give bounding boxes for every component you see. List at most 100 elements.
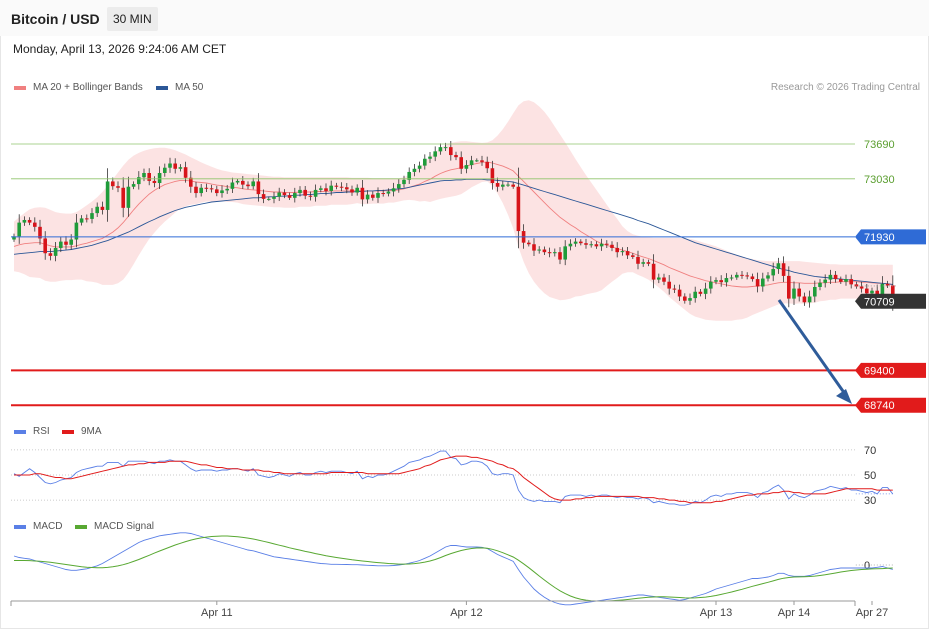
x-axis-label: Apr 11: [201, 607, 233, 619]
candle-body: [568, 243, 573, 247]
candle-body: [797, 288, 801, 297]
candle-body: [729, 277, 734, 279]
candle-body: [823, 279, 827, 283]
candle-body: [298, 189, 302, 194]
candle-body: [761, 278, 765, 287]
candle-body: [573, 241, 578, 244]
candle-body: [605, 243, 609, 245]
legend-macd-swatch: [14, 525, 26, 529]
candle-body: [417, 165, 422, 169]
candle-body: [506, 184, 510, 186]
candle-body: [495, 183, 500, 187]
candle-body: [329, 185, 333, 191]
x-axis-label: Apr 12: [450, 607, 482, 619]
candle-body: [724, 278, 729, 283]
candle-body: [142, 173, 146, 178]
candle-body: [220, 190, 224, 194]
candle-body: [563, 246, 567, 260]
candle-body: [402, 179, 406, 185]
candle-body: [319, 188, 323, 190]
candle-body: [662, 277, 666, 282]
candle-body: [199, 187, 203, 194]
candle-body: [433, 151, 437, 157]
bollinger-band: [14, 100, 893, 321]
candle-body: [126, 186, 131, 208]
candle-body: [714, 280, 718, 282]
candle-body: [334, 185, 339, 187]
candle-body: [469, 160, 474, 166]
candle-body: [475, 160, 479, 162]
candle-body: [610, 244, 614, 248]
candle-body: [391, 188, 396, 192]
candle-body: [397, 184, 401, 189]
candle-body: [246, 184, 250, 187]
candle-body: [293, 193, 297, 198]
x-axis-label: Apr 27: [856, 607, 888, 619]
rsi-tick-70: 70: [864, 445, 876, 457]
candle-body: [85, 218, 89, 220]
legend-macd-signal-swatch: [75, 525, 87, 529]
level-label-68740: 68740: [864, 400, 895, 412]
candle-body: [230, 182, 235, 189]
x-axis-label: Apr 13: [700, 607, 732, 619]
macd-tick-0: 0: [864, 560, 870, 572]
candle-body: [813, 287, 817, 297]
candle-body: [615, 247, 619, 253]
chart-header: Bitcoin / USD 30 MIN: [0, 0, 929, 36]
candle-body: [79, 218, 84, 223]
candle-body: [579, 241, 583, 244]
candle-body: [74, 222, 79, 240]
candle-body: [48, 253, 53, 256]
candle-body: [885, 283, 890, 286]
candle-body: [677, 289, 682, 297]
candle-body: [719, 280, 723, 283]
candle-body: [771, 269, 775, 276]
candle-body: [651, 263, 656, 280]
candle-body: [339, 186, 344, 188]
candle-body: [308, 195, 313, 197]
candle-body: [449, 147, 453, 156]
candle-body: [527, 242, 531, 245]
candle-body: [688, 298, 692, 301]
level-label-73030: 73030: [864, 174, 895, 186]
candle-body: [740, 274, 744, 276]
candle-body: [53, 247, 58, 256]
chart-datetime: Monday, April 13, 2026 9:24:06 AM CET: [13, 42, 227, 56]
candle-body: [537, 249, 541, 251]
candle-body: [880, 283, 885, 297]
candle-body: [620, 251, 625, 253]
candle-body: [111, 181, 115, 187]
candle-body: [90, 213, 94, 219]
legend-ma50-swatch: [156, 86, 168, 90]
candle-body: [256, 181, 261, 195]
candle-body: [464, 165, 469, 169]
candle-body: [209, 188, 214, 190]
macd-signal-line: [14, 535, 893, 602]
candle-body: [646, 262, 651, 264]
timeframe-button[interactable]: 30 MIN: [107, 7, 158, 31]
level-tag-68740: [855, 397, 926, 413]
legend-bollinger-swatch: [14, 86, 26, 90]
candle-body: [194, 186, 198, 194]
candle-body: [787, 275, 791, 299]
chart-credit: Research © 2026 Trading Central: [771, 82, 920, 93]
candle-body: [147, 173, 151, 181]
candle-body: [105, 181, 110, 210]
candle-body: [459, 157, 463, 169]
candle-body: [443, 147, 448, 149]
candle-body: [553, 252, 557, 254]
candle-body: [121, 187, 125, 208]
legend-rsi-ma-swatch: [62, 430, 74, 434]
ma20-line: [13, 161, 893, 288]
candle-body: [313, 189, 318, 197]
level-label-70709: 70709: [864, 296, 895, 308]
candle-body: [131, 184, 136, 187]
candle-body: [287, 195, 292, 198]
candle-body: [27, 219, 32, 223]
candle-body: [152, 180, 157, 184]
candle-body: [698, 291, 703, 294]
candle-body: [683, 296, 687, 301]
candle-body: [12, 236, 16, 240]
candle-body: [542, 249, 547, 253]
